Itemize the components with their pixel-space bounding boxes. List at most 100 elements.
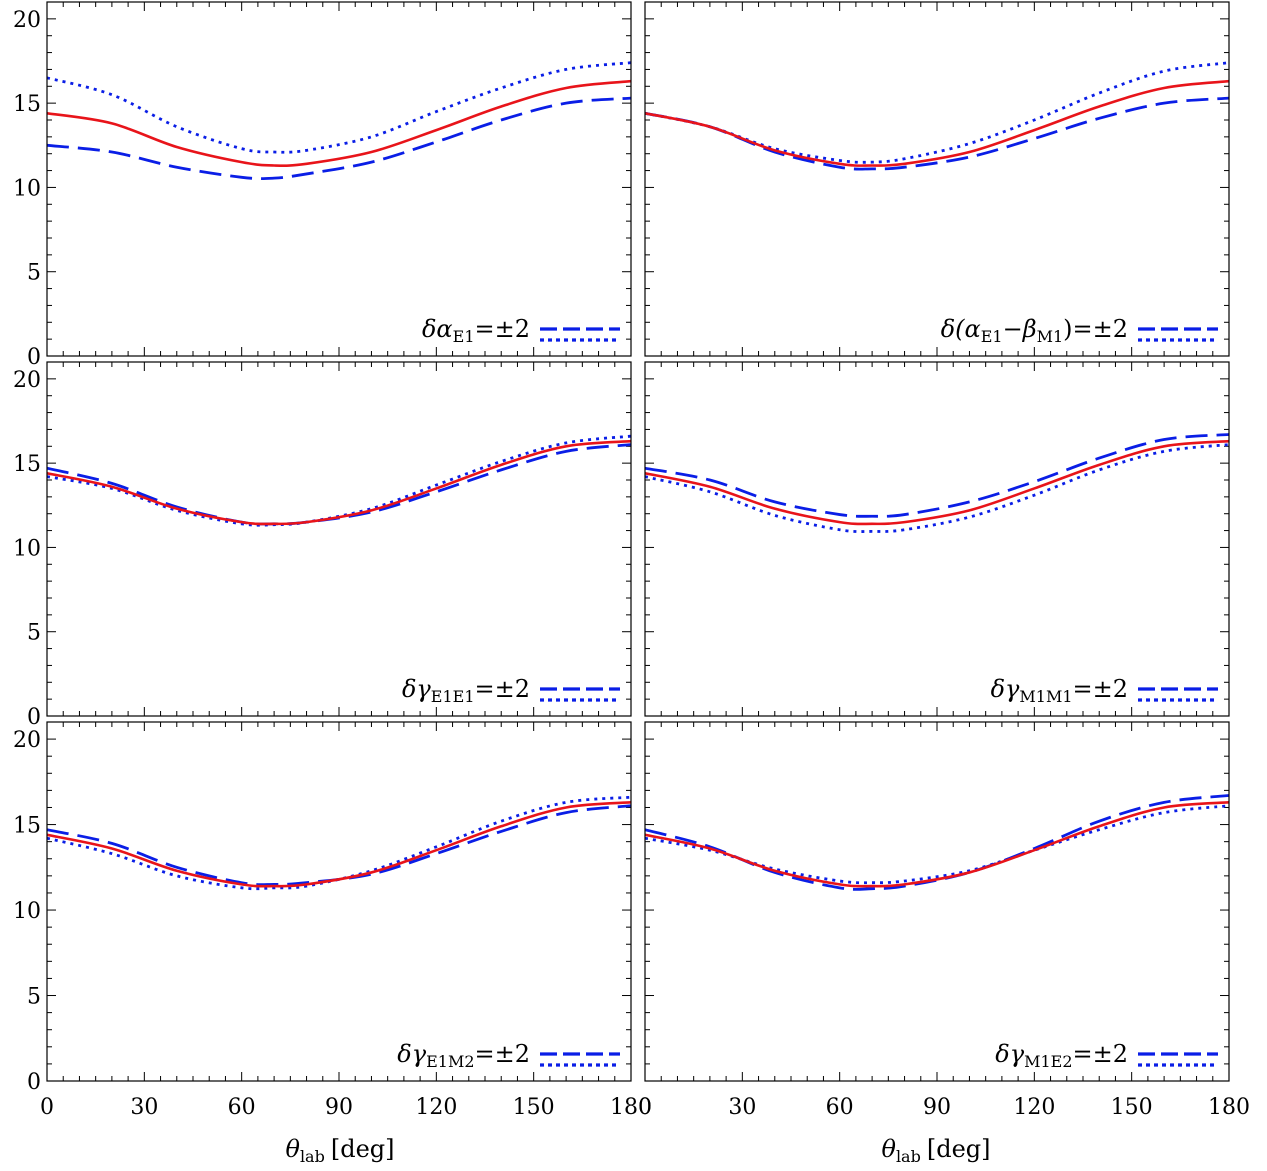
series-solid	[645, 439, 1229, 526]
panel-6-frame	[644, 721, 1230, 1082]
y-tick-label: 20	[13, 8, 41, 33]
panel-1-legend: δαE1=±2	[422, 315, 620, 346]
x-tick-label: 180	[610, 1095, 652, 1120]
panel-4-curves	[645, 433, 1229, 533]
legend-sub2: M1	[1037, 327, 1064, 346]
series-solid	[645, 801, 1229, 888]
legend-label: δγE1E1=±2	[402, 675, 530, 706]
series-solid	[47, 439, 631, 526]
x-tick-label: 180	[1208, 1095, 1250, 1120]
panel-1-ticks	[46, 1, 632, 357]
series-solid	[645, 79, 1229, 167]
x-axis-label-right-unit: [deg]	[927, 1135, 991, 1163]
y-tick-label: 15	[13, 452, 41, 477]
legend-symbol: δγ	[397, 1040, 426, 1068]
y-tick-label: 10	[13, 176, 41, 201]
x-axis-label-right-symbol: θ	[881, 1135, 896, 1163]
x-tick-label: 0	[638, 1095, 652, 1120]
legend-sub: M1E2	[1024, 1052, 1072, 1071]
panel-4-ticks	[644, 361, 1230, 717]
y-tick-label: 0	[27, 1070, 41, 1095]
legend-label: δ(αE1−βM1)=±2	[941, 315, 1128, 346]
series-solid	[47, 801, 631, 888]
legend-label: δαE1=±2	[422, 315, 530, 346]
y-tick-label: 5	[27, 985, 41, 1010]
panel-5-ticks	[46, 721, 632, 1082]
legend-symbol: δ(α	[941, 315, 981, 343]
panel-6-legend: δγM1E2=±2	[995, 1040, 1218, 1071]
panel-4-frame	[644, 361, 1230, 717]
legend-suffix: )=±2	[1063, 315, 1128, 343]
panel-3-legend: δγE1E1=±2	[402, 675, 620, 706]
x-tick-label: 120	[1013, 1095, 1055, 1120]
series-dashed	[47, 804, 631, 887]
y-tick-label: 0	[27, 705, 41, 730]
y-tick-label: 15	[13, 814, 41, 839]
panel-2-legend: δ(αE1−βM1)=±2	[941, 315, 1218, 346]
x-tick-label: 90	[923, 1095, 951, 1120]
y-tick-label: 5	[27, 621, 41, 646]
y-tick-label: 0	[27, 345, 41, 370]
panel-6-ticks	[644, 721, 1230, 1082]
legend-symbol: δα	[422, 315, 453, 343]
panel-6-curves	[645, 794, 1229, 891]
x-axis-label-left-symbol: θ	[285, 1135, 300, 1163]
panel-2-ticks	[644, 1, 1230, 357]
legend-sub: E1	[981, 327, 1003, 346]
series-dashed	[47, 443, 631, 526]
y-tick-label: 20	[13, 368, 41, 393]
series-dotted	[645, 804, 1229, 885]
series-dotted	[47, 434, 631, 527]
panel-2-curves	[645, 61, 1229, 171]
panel-1: 0 5 10 15 20 δαE1=±2	[13, 1, 632, 370]
legend-label: δγM1E2=±2	[995, 1040, 1128, 1071]
legend-mid: −β	[1003, 315, 1037, 343]
series-dotted	[645, 61, 1229, 164]
series-dashed	[645, 433, 1229, 518]
y-tick-label: 20	[13, 728, 41, 753]
legend-symbol: δγ	[995, 1040, 1024, 1068]
legend-sub: E1	[453, 327, 475, 346]
series-dashed	[47, 96, 631, 181]
x-axis-labels: θlab [deg] θlab [deg]	[285, 1135, 990, 1166]
panel-4-legend: δγM1M1=±2	[991, 675, 1218, 706]
x-tick-label: 60	[228, 1095, 256, 1120]
panel-6: 0 30 60 90 120 150 180 δγM1E2=±2	[638, 721, 1250, 1120]
legend-sub: E1E1	[431, 687, 475, 706]
panel-1-curves	[47, 61, 631, 181]
panel-5-curves	[47, 795, 631, 891]
panel-4: δγM1M1=±2	[644, 361, 1230, 717]
series-dotted	[47, 795, 631, 891]
legend-suffix: =±2	[475, 1040, 531, 1068]
legend-symbol: δγ	[991, 675, 1020, 703]
x-tick-label: 90	[325, 1095, 353, 1120]
x-tick-label: 30	[728, 1095, 756, 1120]
x-axis-label-left-unit: [deg]	[331, 1135, 395, 1163]
panel-2: δ(αE1−βM1)=±2	[644, 1, 1230, 357]
x-tick-label: 120	[415, 1095, 457, 1120]
x-tick-label: 0	[40, 1095, 54, 1120]
x-axis-label-right-sub: lab	[896, 1147, 921, 1166]
series-dotted	[47, 61, 631, 154]
x-axis-label-left: θlab [deg]	[285, 1135, 394, 1166]
panel-3: 0 5 10 15 20 δγE1E1=±2	[13, 361, 632, 730]
series-dotted	[645, 443, 1229, 533]
y-tick-label: 5	[27, 261, 41, 286]
legend-sub: E1M2	[426, 1052, 474, 1071]
x-axis-label-right: θlab [deg]	[881, 1135, 990, 1166]
legend-label: δγE1M2=±2	[397, 1040, 530, 1071]
y-tick-label: 10	[13, 536, 41, 561]
legend-suffix: =±2	[1073, 1040, 1129, 1068]
panel-3-curves	[47, 434, 631, 527]
x-axis-label-left-sub: lab	[300, 1147, 325, 1166]
panel-3-frame	[46, 361, 632, 717]
panel-5-frame	[46, 721, 632, 1082]
legend-symbol: δγ	[402, 675, 431, 703]
legend-sub: M1M1	[1019, 687, 1072, 706]
panel-1-frame	[46, 1, 632, 357]
panel-5-legend: δγE1M2=±2	[397, 1040, 620, 1071]
y-tick-label: 15	[13, 92, 41, 117]
y-tick-label: 10	[13, 899, 41, 924]
